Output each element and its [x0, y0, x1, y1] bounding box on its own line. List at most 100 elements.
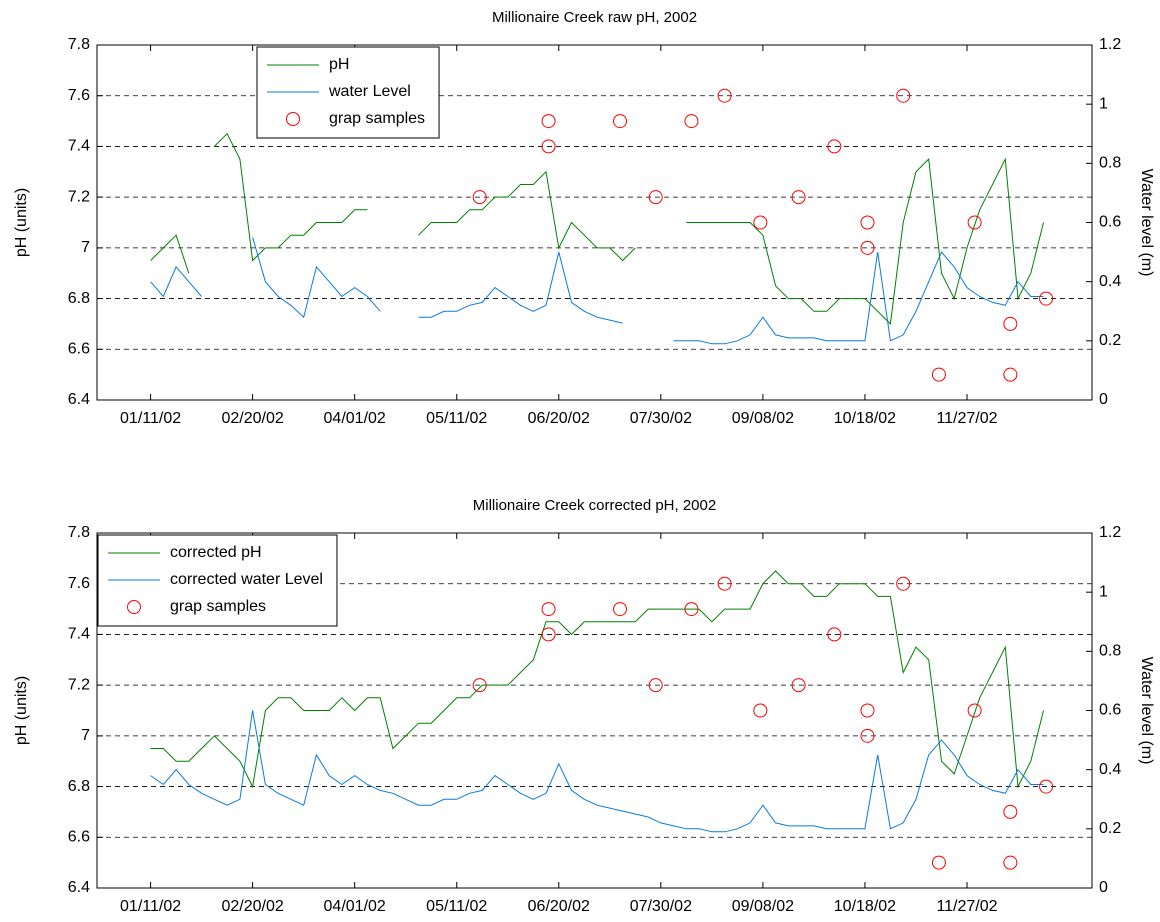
y2-axis-label: Water level (m)	[1138, 169, 1155, 277]
sample-marker	[931, 367, 946, 382]
sample-marker	[1039, 291, 1054, 306]
x-tick-label: 06/20/02	[528, 410, 590, 427]
legend-label: pH	[329, 56, 349, 73]
sample-marker	[717, 576, 732, 591]
x-tick-label: 11/27/02	[936, 898, 997, 915]
sample-marker	[791, 190, 806, 205]
sample-marker	[860, 703, 875, 718]
x-tick-label: 11/27/02	[936, 410, 997, 427]
x-tick-label: 05/11/02	[426, 410, 487, 427]
x-tick-label: 06/20/02	[528, 898, 590, 915]
legend-label: corrected water Level	[170, 571, 323, 588]
plot-area	[97, 45, 1092, 400]
plot-frame	[96, 44, 1093, 401]
y-tick-label: 6.4	[68, 879, 90, 896]
y-tick-label: 7.4	[68, 626, 90, 643]
sample-marker	[541, 627, 556, 642]
y2-tick-label: 0.4	[1099, 273, 1121, 290]
data-line	[150, 570, 1044, 789]
sample-marker	[753, 215, 768, 230]
chart-title: Millionaire Creek corrected pH, 2002	[473, 497, 716, 514]
x-tick-label: 02/20/02	[221, 898, 283, 915]
sample-marker	[472, 190, 487, 205]
sample-marker	[684, 602, 699, 617]
y-tick-label: 6.8	[68, 290, 90, 307]
sample-marker	[827, 627, 842, 642]
x-tick-label: 07/30/02	[630, 898, 692, 915]
sample-marker	[753, 703, 768, 718]
x-tick-label: 02/20/02	[221, 410, 283, 427]
sample-marker	[541, 602, 556, 617]
sample-marker	[684, 114, 699, 129]
sample-marker	[967, 703, 982, 718]
y-tick-label: 7	[81, 239, 90, 256]
y2-tick-label: 1.2	[1099, 524, 1121, 541]
sample-marker	[967, 215, 982, 230]
sample-marker	[613, 602, 628, 617]
sample-marker	[896, 88, 911, 103]
x-tick-label: 07/30/02	[630, 410, 692, 427]
y-tick-label: 7.6	[68, 575, 90, 592]
sample-marker	[860, 728, 875, 743]
y-tick-label: 6.6	[68, 341, 90, 358]
y-tick-label: 6.4	[68, 391, 90, 408]
data-line	[150, 710, 1044, 833]
sample-marker	[791, 678, 806, 693]
y2-tick-label: 1	[1099, 583, 1108, 600]
x-tick-label: 10/18/02	[834, 410, 896, 427]
y2-tick-label: 0.8	[1099, 643, 1121, 660]
sample-marker	[541, 114, 556, 129]
data-line	[150, 237, 1044, 345]
y-tick-label: 7.8	[68, 36, 90, 53]
sample-marker	[931, 855, 946, 870]
y-tick-label: 7.2	[68, 676, 90, 693]
y-tick-label: 7	[81, 727, 90, 744]
y2-axis-label: Water level (m)	[1138, 657, 1155, 765]
sample-marker	[1003, 804, 1018, 819]
y-axis-label: pH (units)	[13, 188, 30, 257]
legend-label: water Level	[328, 83, 411, 100]
sample-marker	[472, 678, 487, 693]
y-tick-label: 7.2	[68, 188, 90, 205]
legend-marker	[286, 112, 300, 126]
legend-label: corrected pH	[170, 544, 262, 561]
x-tick-label: 10/18/02	[834, 898, 896, 915]
y2-tick-label: 0.6	[1099, 214, 1121, 231]
chart-title: Millionaire Creek raw pH, 2002	[492, 9, 697, 26]
legend: pH water Level grap samples	[256, 46, 440, 139]
x-tick-label: 01/11/02	[120, 410, 181, 427]
y2-tick-label: 0.6	[1099, 702, 1121, 719]
y2-tick-label: 0	[1099, 879, 1108, 896]
sample-marker	[648, 678, 663, 693]
legend-marker	[127, 600, 141, 614]
sample-marker	[896, 576, 911, 591]
y2-tick-label: 0.4	[1099, 761, 1121, 778]
x-tick-label: 05/11/02	[426, 898, 487, 915]
y-tick-label: 6.8	[68, 778, 90, 795]
sample-marker	[1003, 316, 1018, 331]
y2-tick-label: 0	[1099, 391, 1108, 408]
y-tick-label: 7.4	[68, 138, 90, 155]
legend-label: grap samples	[329, 110, 425, 127]
y2-tick-label: 0.2	[1099, 820, 1121, 837]
y-axis-label: pH (units)	[13, 676, 30, 745]
y2-tick-label: 0.8	[1099, 155, 1121, 172]
sample-marker	[827, 139, 842, 154]
y2-tick-label: 1	[1099, 95, 1108, 112]
x-tick-label: 09/08/02	[732, 410, 794, 427]
plot-frame	[96, 532, 1093, 889]
x-tick-label: 04/01/02	[324, 898, 386, 915]
legend: corrected pH corrected water Level grap sa…	[97, 534, 338, 627]
y2-tick-label: 0.2	[1099, 332, 1121, 349]
x-tick-label: 09/08/02	[732, 898, 794, 915]
y-tick-label: 6.6	[68, 829, 90, 846]
sample-marker	[541, 139, 556, 154]
y-tick-label: 7.6	[68, 87, 90, 104]
sample-marker	[1003, 367, 1018, 382]
y-tick-label: 7.8	[68, 524, 90, 541]
data-line	[150, 132, 1044, 325]
sample-marker	[860, 215, 875, 230]
x-tick-label: 01/11/02	[120, 898, 181, 915]
